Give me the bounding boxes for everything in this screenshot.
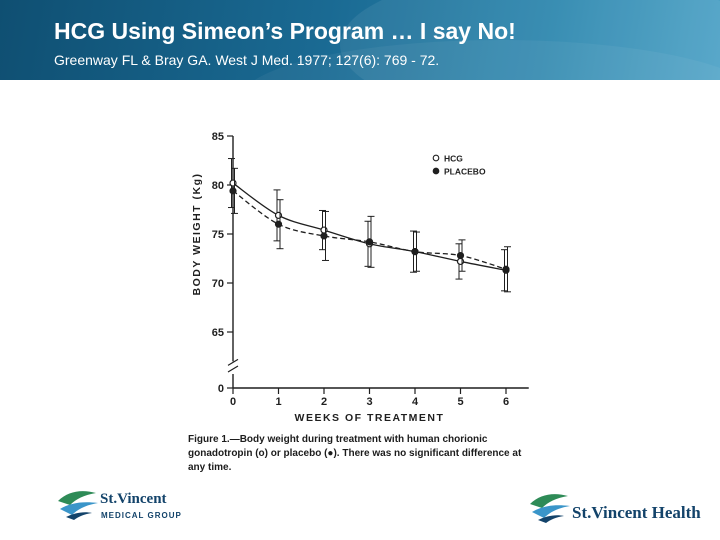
figure-caption-label: Figure 1. xyxy=(188,434,230,445)
y-tick-label: 70 xyxy=(212,278,224,290)
x-axis-label: WEEKS OF TREATMENT xyxy=(295,412,445,424)
slide-subtitle: Greenway FL & Bray GA. West J Med. 1977;… xyxy=(54,52,440,68)
y-tick-label: 85 xyxy=(212,131,224,143)
figure-caption: Figure 1.—Body weight during treatment w… xyxy=(188,433,533,475)
placebo-data-point xyxy=(229,187,237,195)
left-logo-sub-text: MEDICAL GROUP xyxy=(101,511,182,520)
placebo-data-point xyxy=(411,248,419,256)
left-logo-main-text: St.Vincent xyxy=(100,491,167,507)
right-logo-main-text: St.Vincent Health xyxy=(572,503,701,522)
placebo-series-line xyxy=(232,190,507,270)
x-tick-label: 4 xyxy=(412,396,419,408)
legend-placebo-label: PLACEBO xyxy=(444,167,486,177)
placebo-data-point xyxy=(274,220,283,228)
y-tick-label: 75 xyxy=(212,229,224,241)
x-tick-label: 1 xyxy=(275,396,281,408)
legend-hcg-marker xyxy=(432,154,440,162)
x-tick-label: 3 xyxy=(366,396,372,408)
placebo-data-point xyxy=(456,251,465,260)
y-axis-label: BODY WEIGHT (Kg) xyxy=(191,173,203,296)
x-tick-label: 2 xyxy=(321,396,327,408)
hcg-data-point xyxy=(320,226,328,234)
legend-hcg-label: HCG xyxy=(444,154,463,164)
hcg-data-point xyxy=(456,257,465,266)
slide-title: HCG Using Simeon’s Program … I say No! xyxy=(54,18,516,44)
placebo-data-point xyxy=(365,238,374,246)
hcg-data-point xyxy=(229,179,237,187)
bird-logo-icon xyxy=(58,491,98,520)
header-swoosh-decoration xyxy=(340,0,720,80)
x-tick-label: 0 xyxy=(230,396,236,408)
x-tick-label: 6 xyxy=(503,396,509,408)
bird-logo-icon xyxy=(530,494,570,523)
slide-header: HCG Using Simeon’s Program … I say No! G… xyxy=(0,0,720,80)
y-tick-label: 80 xyxy=(212,180,224,192)
y-axis-break-mark xyxy=(227,358,239,373)
hcg-series-line xyxy=(232,182,507,271)
st-vincent-health-logo: St.Vincent Health xyxy=(528,490,701,529)
y-tick-label: 65 xyxy=(212,327,224,339)
x-tick-label: 5 xyxy=(457,396,463,408)
placebo-data-point xyxy=(320,232,328,240)
figure-caption-text: —Body weight during treatment with human… xyxy=(188,434,522,473)
y-tick-label: 0 xyxy=(218,383,224,395)
placebo-data-point xyxy=(502,265,510,273)
weight-chart: 0 65 70 75 80 85 0 1 2 3 4 5 6 WEEKS OF TREATMENT BODY… xyxy=(191,131,529,424)
hcg-data-point xyxy=(274,211,283,219)
legend-placebo-marker xyxy=(432,167,440,175)
st-vincent-medical-group-logo: St.Vincent MEDICAL GROUP xyxy=(56,487,181,526)
